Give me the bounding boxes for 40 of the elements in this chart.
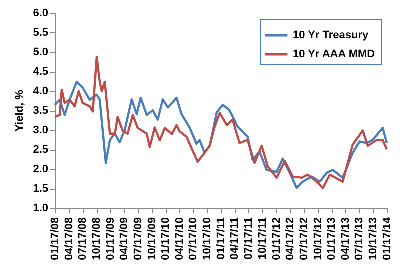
x-tick-label: 04/17/08	[63, 218, 76, 260]
y-tick-label: 5.5	[33, 27, 48, 39]
x-tick-label: 07/17/10	[188, 218, 200, 260]
x-tick-label: 10/17/08	[91, 218, 103, 260]
x-tick-label: 01/17/08	[50, 218, 62, 260]
x-tick-label: 01/17/12	[270, 218, 283, 260]
y-axis-title: Yield, %	[14, 90, 26, 132]
x-tick-label: 01/17/13	[326, 218, 338, 260]
x-tick-label: 10/17/10	[202, 218, 214, 260]
y-tick-label: 2.0	[33, 164, 48, 176]
legend-label: 10 Yr AAA MMD	[293, 48, 376, 60]
x-tick-label: 01/17/09	[104, 218, 117, 260]
x-tick-label: 07/17/11	[242, 218, 255, 260]
x-tick-label: 04/17/12	[284, 218, 297, 260]
x-tick-label: 10/17/09	[146, 218, 158, 260]
y-tick-label: 1.5	[33, 183, 48, 195]
x-tick-label: 04/17/09	[118, 218, 131, 260]
x-tick-label: 04/17/13	[340, 218, 352, 260]
x-tick-label: 01/17/10	[160, 218, 172, 260]
y-tick-label: 4.5	[33, 66, 48, 78]
x-tick-label: 07/17/13	[354, 218, 366, 260]
x-tick-label: 07/17/12	[298, 218, 310, 260]
y-tick-label: 4.0	[33, 86, 48, 98]
x-tick-label: 01/17/14	[382, 216, 394, 260]
x-tick-label: 10/17/12	[312, 218, 324, 260]
x-tick-label: 04/17/10	[174, 218, 186, 260]
x-tick-label: 07/17/08	[77, 218, 90, 260]
line-series	[54, 80, 388, 190]
y-tick-label: 3.5	[33, 105, 48, 117]
x-tick-label: 07/17/09	[132, 218, 144, 260]
y-tick-label: 6.0	[33, 8, 48, 20]
x-tick-label: 10/17/13	[368, 218, 380, 260]
y-tick-label: 5.0	[33, 46, 48, 58]
x-tick-label: 01/17/11	[216, 218, 228, 260]
y-tick-label: 2.5	[33, 144, 48, 156]
y-tick-label: 3.0	[33, 124, 48, 136]
y-tick-label: 1.0	[33, 202, 48, 214]
legend-label: 10 Yr Treasury	[293, 30, 370, 42]
x-tick-label: 04/17/11	[229, 218, 242, 260]
x-tick-label: 10/17/11	[256, 218, 269, 260]
